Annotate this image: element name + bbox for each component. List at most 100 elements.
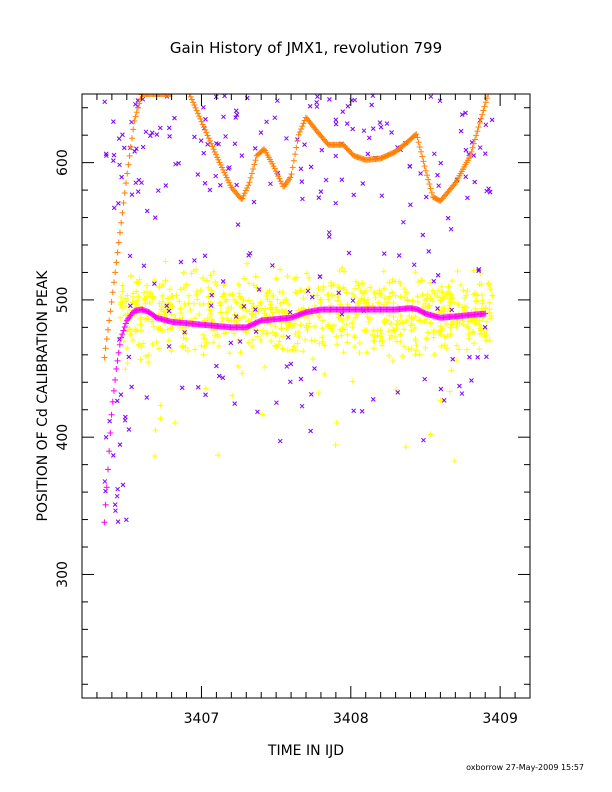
data-point [216,299,223,306]
data-point [185,300,192,307]
data-point [123,328,130,335]
data-point [162,258,169,265]
data-point [147,291,154,298]
data-point [384,121,390,126]
data-point [402,443,409,450]
data-point [457,282,464,289]
data-point [277,266,284,273]
data-point [288,170,295,177]
data-point [284,273,291,280]
data-point [243,260,250,267]
data-point [352,314,359,321]
data-point [139,94,146,97]
data-point [192,346,199,353]
data-point [328,292,335,299]
data-point [240,192,247,199]
data-point [192,104,199,111]
data-point [478,305,485,312]
data-point [306,320,313,327]
data-point [119,299,126,306]
data-point [411,262,417,268]
data-point [486,306,493,313]
data-point [144,94,151,97]
data-point [126,152,133,159]
data-point [134,104,141,111]
data-point [200,331,207,338]
data-point [237,339,243,344]
data-point [120,132,125,138]
data-point [316,312,323,319]
data-point [217,161,224,168]
data-point [420,232,426,238]
data-point [166,344,172,349]
data-point [264,296,271,303]
data-point [195,384,201,390]
data-point [258,130,264,135]
data-point [421,163,428,170]
data-point [464,288,471,295]
data-point [244,184,251,191]
data-point [272,304,279,311]
data-point [203,116,208,122]
data-point [115,519,121,524]
data-point [236,290,243,297]
data-point [308,428,313,434]
data-point [155,94,162,97]
data-point [152,427,159,434]
data-point [370,337,377,344]
data-point [305,274,312,281]
data-point [285,334,291,340]
data-point [441,398,447,403]
data-point [368,331,375,338]
data-point [468,148,475,155]
data-point [485,280,492,287]
data-point [280,333,287,340]
data-point [274,400,279,406]
data-point [435,287,442,294]
data-point [465,318,472,325]
data-point [226,179,233,186]
data-point [231,330,238,337]
data-point [455,301,462,308]
data-point [465,331,472,338]
data-point [234,112,240,118]
data-point [479,297,486,304]
data-point [302,142,307,147]
data-point [253,284,260,291]
data-point [122,417,128,423]
data-point [118,219,125,226]
data-point [363,349,370,356]
data-point [272,342,279,349]
data-point [143,315,150,322]
data-point [425,176,432,183]
data-point [116,341,123,348]
data-point [470,267,477,274]
data-point [310,291,317,298]
data-point [389,130,394,135]
data-point [469,378,474,383]
data-point [252,314,259,321]
data-point [284,347,291,354]
data-point [108,298,115,305]
data-point [386,336,393,343]
data-point [135,342,142,349]
data-point [279,307,286,314]
data-point [198,138,204,143]
data-point [273,331,280,338]
data-point [401,286,408,293]
data-point [223,174,230,181]
data-point [180,334,187,341]
data-point [142,94,149,97]
data-point [422,344,429,351]
data-point [192,134,197,140]
data-point [352,285,359,292]
data-point [343,321,350,328]
data-point [479,111,486,118]
data-point [133,288,140,295]
data-point [465,195,470,201]
data-point [143,94,150,97]
data-point [336,290,342,296]
series-magenta [101,305,489,526]
data-point [386,279,393,286]
data-point [235,363,242,370]
